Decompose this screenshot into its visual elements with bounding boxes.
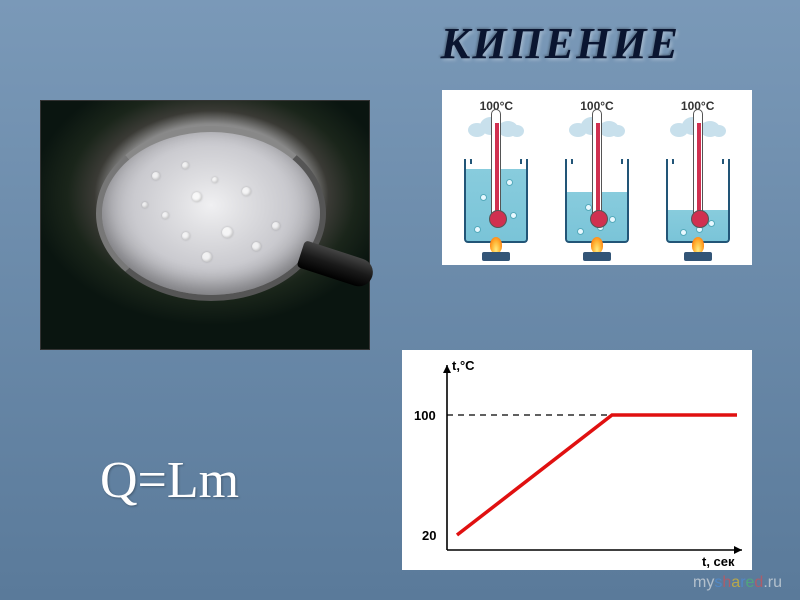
burner-icon bbox=[684, 243, 712, 261]
slide-title: КИПЕНИЕ bbox=[441, 18, 680, 69]
thermometer-icon bbox=[491, 109, 501, 219]
boiling-pan-photo bbox=[40, 100, 370, 350]
x-axis-arrow bbox=[734, 546, 742, 554]
temperature-chart: t,°C 100 20 t, сек bbox=[402, 350, 752, 570]
thermometer-icon bbox=[693, 109, 703, 219]
beaker-unit-1: 100°C bbox=[449, 99, 543, 261]
ytick-100: 100 bbox=[414, 408, 436, 423]
ytick-20: 20 bbox=[422, 528, 436, 543]
thermometer-icon bbox=[592, 109, 602, 219]
beaker-unit-3: 100°C bbox=[651, 99, 745, 261]
beaker-unit-2: 100°C bbox=[550, 99, 644, 261]
watermark: myshared.ru bbox=[693, 574, 782, 592]
curve bbox=[457, 415, 737, 535]
formula: Q=Lm bbox=[100, 451, 239, 510]
burner-icon bbox=[482, 243, 510, 261]
y-axis-label: t,°C bbox=[452, 358, 475, 373]
y-axis-arrow bbox=[443, 365, 451, 373]
beakers-diagram: 100°C 100°C bbox=[442, 90, 752, 265]
pan bbox=[96, 126, 326, 301]
burner-icon bbox=[583, 243, 611, 261]
x-axis-label: t, сек bbox=[702, 554, 735, 569]
